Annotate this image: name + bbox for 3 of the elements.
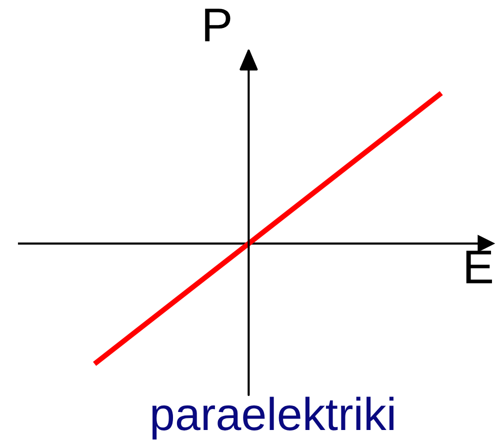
y-axis-title: P (205, 8, 230, 42)
text: paraelektriki (152, 396, 394, 440)
x-axis-title: E (466, 250, 492, 284)
